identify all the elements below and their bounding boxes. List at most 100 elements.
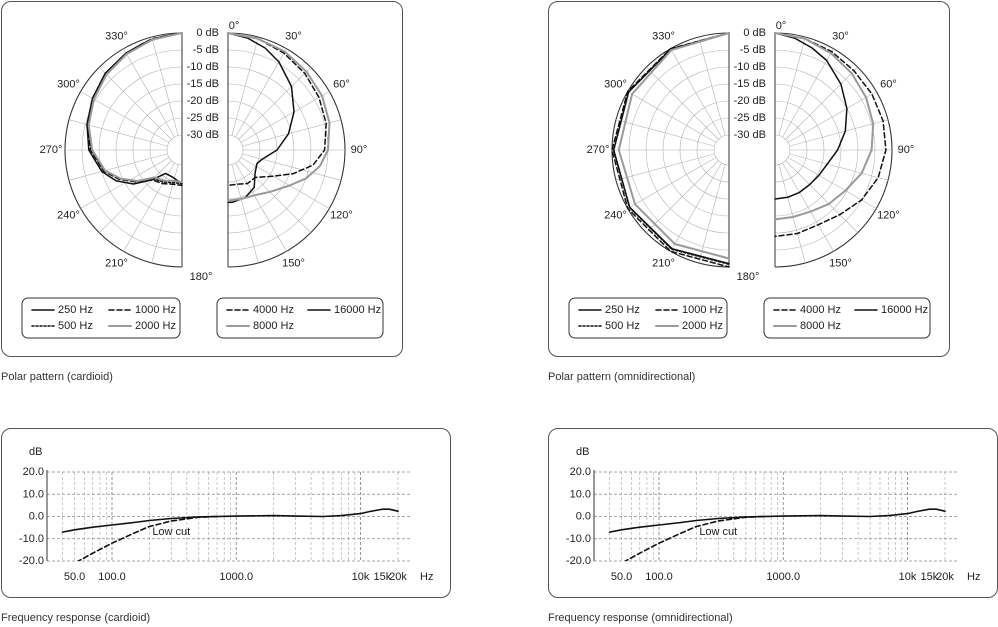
radial-label: -15 dB: [734, 78, 766, 90]
polar-spoke: [785, 160, 858, 233]
legend-label-4000-hz: 4000 Hz: [800, 304, 841, 316]
polar-spoke: [778, 164, 806, 264]
x-tick-label: 10k: [899, 571, 917, 583]
radial-label: -20 dB: [734, 95, 766, 107]
angle-label-300: 300°: [604, 79, 627, 91]
legend-label-500-hz: 500 Hz: [605, 320, 640, 332]
angle-label-210: 210°: [652, 257, 675, 269]
low-cut-annotation: Low cut: [699, 526, 737, 538]
freq-grid: [46, 471, 410, 562]
series-response-curve: [608, 508, 946, 533]
polar-spoke: [782, 162, 834, 252]
series-8000-hz-curve: [774, 32, 875, 221]
series-low-cut-curve: [623, 515, 765, 561]
x-axis-unit: Hz: [420, 571, 433, 583]
y-tick-label: 20.0: [570, 466, 591, 478]
polar-spoke: [240, 91, 330, 143]
caption-freq-omni: Frequency response (omnidirectional): [548, 612, 733, 624]
polar-spoke: [242, 119, 342, 147]
polar-spoke: [151, 36, 179, 136]
radial-label: -5 dB: [193, 44, 219, 56]
legend-label-4000-hz: 4000 Hz: [253, 304, 294, 316]
polar-spoke: [238, 67, 311, 140]
freq-chart-omni: 20.0 10.0 0.0 -10.0 -20.0 dB 50.0 100.0 1000.0 10…: [566, 446, 981, 583]
y-axis-label: dB: [576, 446, 589, 458]
x-tick-label: 15k: [374, 571, 392, 583]
polar-ring: [166, 134, 183, 166]
polar-spoke: [240, 157, 330, 209]
series-response-curve: [61, 508, 399, 533]
polar-spoke: [646, 67, 719, 140]
angle-label-30: 30°: [285, 31, 302, 43]
polar-spoke: [787, 91, 877, 143]
legend-box: [21, 297, 181, 339]
series-4000-hz-curve: [774, 32, 887, 238]
polar-spoke: [646, 160, 719, 233]
x-tick-label: 20k: [389, 571, 407, 583]
x-tick-label: 1000.0: [766, 571, 800, 583]
angle-label-60: 60°: [880, 79, 897, 91]
polar-spoke: [698, 36, 726, 136]
polar-spoke: [615, 153, 715, 181]
series-low-cut-curve: [76, 515, 218, 561]
angle-label-300: 300°: [57, 79, 80, 91]
angle-label-150: 150°: [282, 257, 305, 269]
series-8000-hz-curve: [227, 32, 331, 202]
polar-chart-omni: 0 dB -5 dB -10 dB -15 dB -20 dB -25 dB -30 dB 0…: [568, 20, 931, 339]
series-16000-hz-curve: [227, 32, 295, 204]
polar-spoke: [68, 119, 168, 147]
legend-label-2000-hz: 2000 Hz: [682, 320, 723, 332]
radial-label: 0 dB: [743, 27, 766, 39]
legend-right: 4000 Hz 16000 Hz 8000 Hz: [763, 297, 931, 339]
series-4000-hz-curve: [227, 32, 327, 187]
polar-spoke: [235, 48, 287, 138]
x-tick-label: 100.0: [98, 571, 126, 583]
series-16000-hz-curve: [774, 32, 848, 200]
y-tick-label: 0.0: [576, 511, 591, 523]
y-tick-label: 10.0: [570, 488, 591, 500]
radial-label: -30 dB: [187, 129, 219, 141]
y-tick-label: 20.0: [23, 466, 44, 478]
angle-label-330: 330°: [652, 31, 675, 43]
legend-box: [763, 297, 931, 339]
series-2000-hz-curve: [87, 32, 183, 183]
y-tick-label: -20.0: [566, 555, 591, 567]
angle-label-120: 120°: [330, 210, 353, 222]
angle-label-180: 180°: [737, 271, 760, 283]
legend-label-2000-hz: 2000 Hz: [135, 320, 176, 332]
caption-polar-cardioid: Polar pattern (cardioid): [1, 371, 113, 383]
freq-chart-cardioid: 20.0 10.0 0.0 -10.0 -20.0 dB 50.0 100.0 1000.0 10…: [19, 446, 434, 583]
polar-spoke: [698, 164, 726, 264]
radial-label: -20 dB: [187, 95, 219, 107]
low-cut-annotation: Low cut: [152, 526, 190, 538]
polar-spoke: [235, 162, 287, 252]
x-tick-label: 1000.0: [219, 571, 253, 583]
radial-label: -10 dB: [734, 61, 766, 73]
legend-right: 4000 Hz 16000 Hz 8000 Hz: [216, 297, 384, 339]
polar-spoke: [231, 36, 259, 136]
legend-box: [216, 297, 384, 339]
angle-label-120: 120°: [877, 210, 900, 222]
polar-spoke: [242, 153, 342, 181]
legend-label-16000-hz: 16000 Hz: [881, 304, 928, 316]
radial-label: -25 dB: [734, 112, 766, 124]
series-500-hz-curve: [612, 32, 730, 266]
polar-spoke: [123, 48, 175, 138]
radial-label: -30 dB: [734, 129, 766, 141]
y-tick-label: -20.0: [19, 555, 44, 567]
radial-label: -5 dB: [740, 44, 766, 56]
caption-freq-cardioid: Frequency response (cardioid): [1, 612, 151, 624]
polar-spoke: [778, 36, 806, 136]
polar-ring: [227, 134, 244, 166]
series-2000-hz-curve: [617, 32, 730, 260]
angle-label-0: 0°: [776, 20, 787, 32]
polar-spoke: [80, 91, 170, 143]
legend-left: 250 Hz 1000 Hz 500 Hz 2000 Hz: [568, 297, 728, 339]
legend-label-250-hz: 250 Hz: [605, 304, 640, 316]
legend-label-8000-hz: 8000 Hz: [253, 320, 294, 332]
polar-spoke: [670, 48, 722, 138]
legend-label-250-hz: 250 Hz: [58, 304, 93, 316]
x-axis-unit: Hz: [967, 571, 980, 583]
angle-label-180: 180°: [190, 271, 213, 283]
polar-spoke: [627, 91, 717, 143]
